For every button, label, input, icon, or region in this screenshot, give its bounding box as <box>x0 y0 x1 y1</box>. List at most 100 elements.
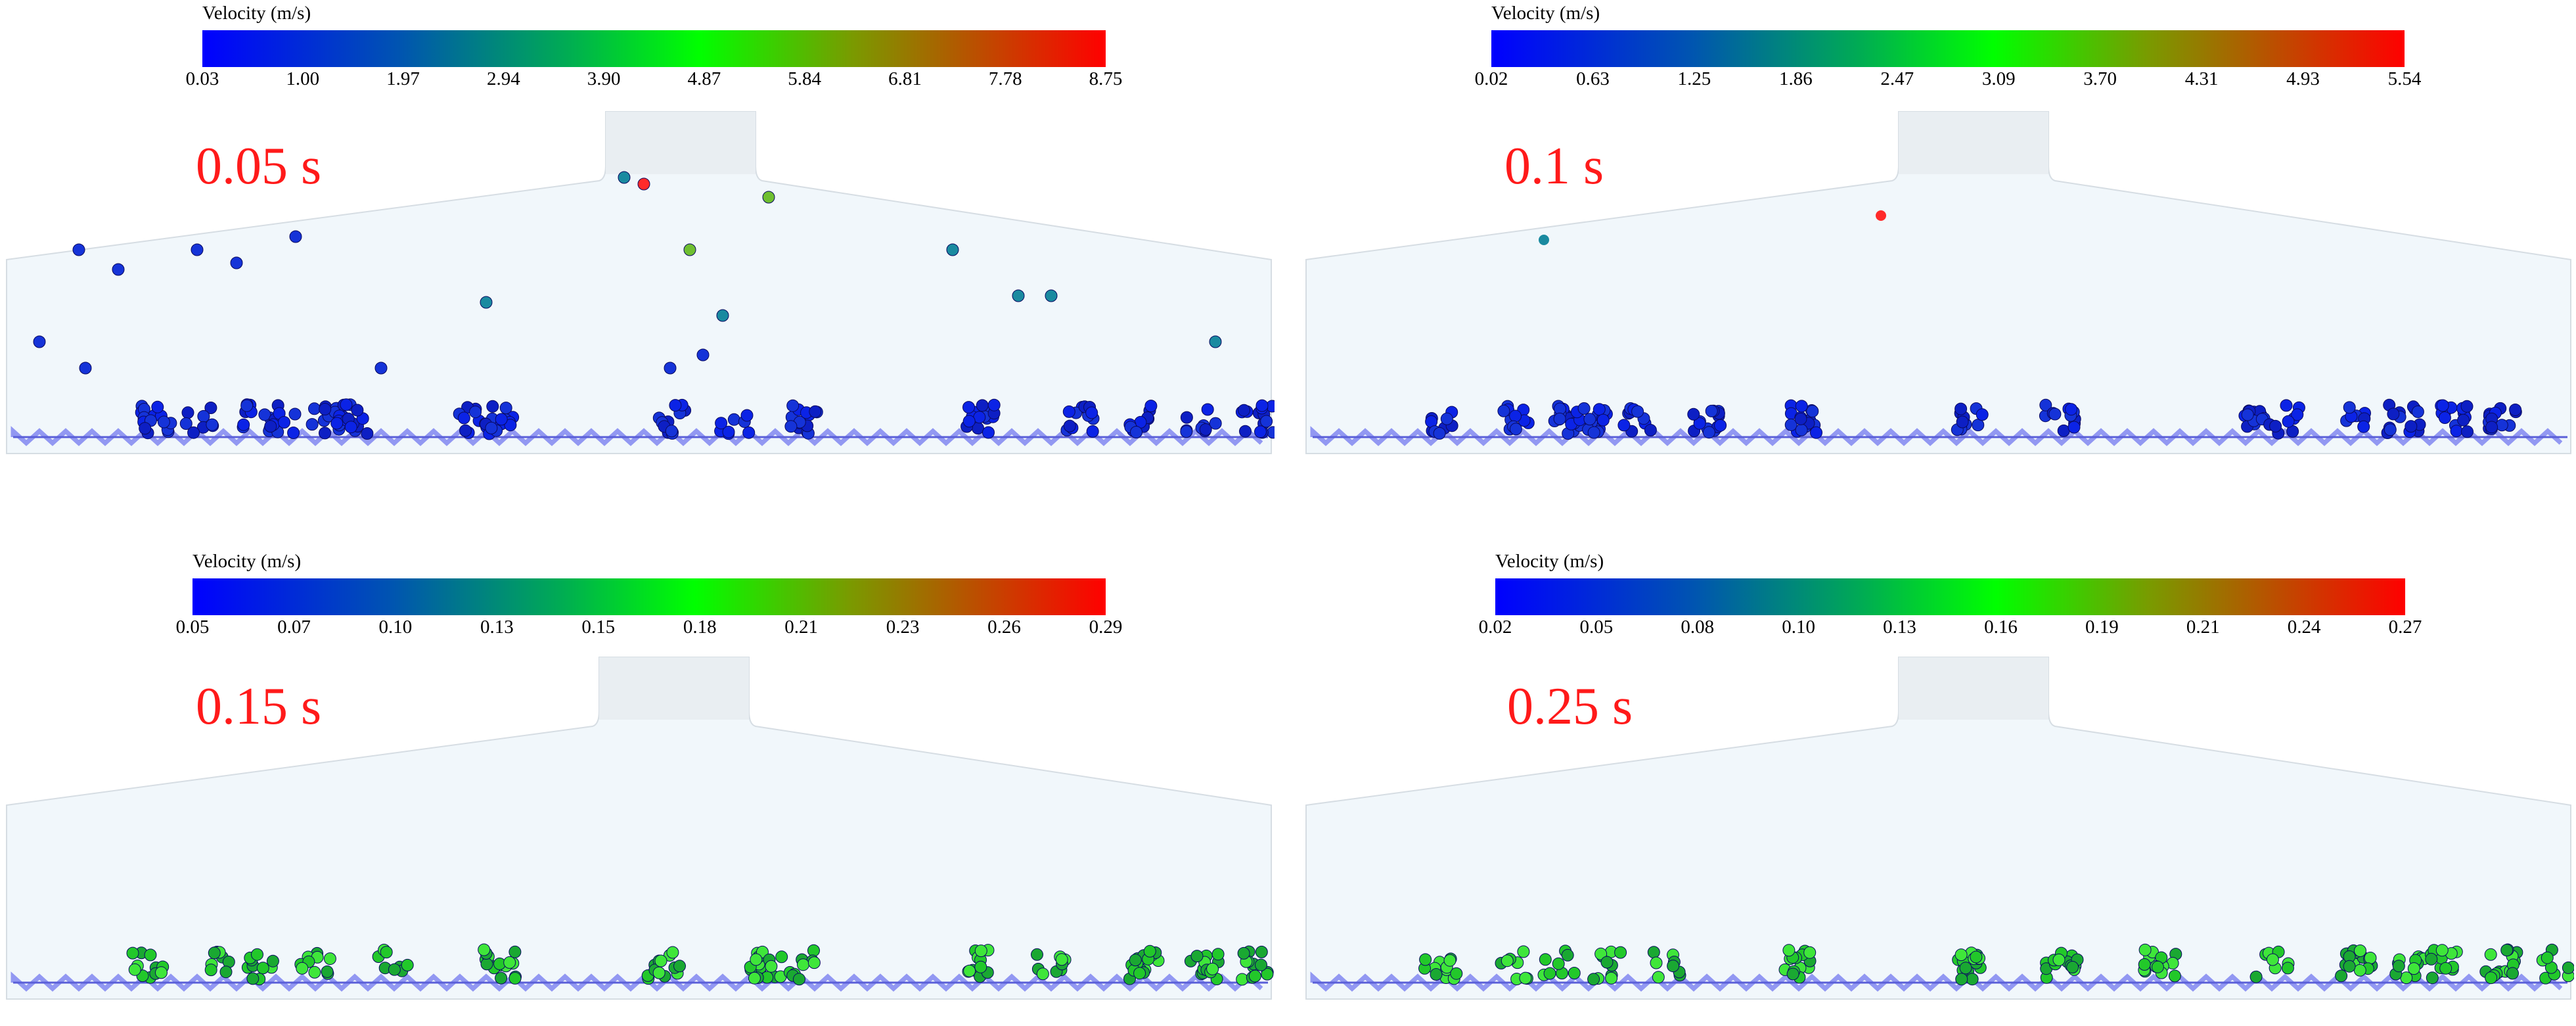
particle <box>264 420 277 433</box>
particle <box>2392 960 2405 973</box>
particle <box>1419 953 1432 966</box>
particle-cluster <box>1617 402 1657 438</box>
colorbar-tick: 0.07 <box>277 617 311 638</box>
colorbar-tick: 0.18 <box>683 617 717 638</box>
particle <box>1794 412 1807 425</box>
particle <box>1539 953 1552 966</box>
particle <box>673 960 686 973</box>
particle <box>181 406 194 419</box>
colorbar-tick: 0.13 <box>1883 617 1916 638</box>
particle <box>987 398 1001 411</box>
time-label: 0.1 s <box>1504 137 1604 195</box>
particle-cluster <box>1778 944 1817 984</box>
particle <box>2562 961 2574 974</box>
particle <box>1693 417 1706 430</box>
particle <box>288 408 302 421</box>
colorbar-tick: 3.90 <box>587 68 621 89</box>
particle-cluster <box>2138 943 2182 983</box>
particle <box>256 962 269 975</box>
particle <box>1180 411 1193 424</box>
colorbar-tick: 0.05 <box>1579 617 1614 638</box>
particle-cluster <box>1495 945 1533 985</box>
particle <box>715 417 728 430</box>
particle <box>665 425 678 438</box>
particle <box>809 405 822 418</box>
colorbar-tick: 0.23 <box>886 617 920 638</box>
floating-particle <box>696 348 710 361</box>
particle <box>179 417 192 430</box>
panel-0-15s: Velocity (m/s) 0.05 0.07 0.10 0.13 0.15 0.18 0… <box>0 513 1275 1025</box>
particle <box>784 420 798 433</box>
floating-particle <box>1876 210 1886 221</box>
colorbar-tick: 3.09 <box>1981 68 2016 89</box>
particle <box>1261 968 1274 981</box>
panel-0-25s: Velocity (m/s) 0.02 0.05 0.08 0.10 0.13 0.16 0… <box>1299 513 2574 1025</box>
colorbar-tick: 0.10 <box>1782 617 1816 638</box>
particle <box>1587 973 1600 986</box>
channel-scene <box>6 657 1274 1000</box>
channel-scene <box>6 111 1275 454</box>
particle <box>2495 419 2508 432</box>
particle <box>305 418 319 431</box>
particle <box>495 971 508 985</box>
particle <box>1795 423 1808 436</box>
particle <box>1955 948 1968 962</box>
time-label: 0.05 s <box>196 137 322 195</box>
particle-cluster <box>204 946 235 979</box>
colorbar-tick: 0.21 <box>784 617 819 638</box>
floating-particle <box>191 243 204 256</box>
particle <box>308 402 321 415</box>
particle-cluster <box>1418 952 1463 985</box>
particle <box>2249 970 2263 983</box>
particle <box>1130 426 1142 438</box>
particle-cluster <box>1952 946 1987 986</box>
particle <box>2065 403 2078 416</box>
particle <box>1430 968 1443 981</box>
particle <box>2411 406 2424 418</box>
particle <box>401 958 414 971</box>
particle <box>1593 403 1606 416</box>
particle <box>775 950 788 964</box>
particle <box>2509 404 2522 416</box>
particle-cluster <box>2479 943 2523 985</box>
particle <box>2138 958 2151 971</box>
particle-cluster <box>478 943 522 985</box>
particle <box>1605 971 1618 985</box>
particle <box>654 954 667 968</box>
floating-particle <box>112 263 125 276</box>
particle <box>155 966 168 979</box>
particle-cluster <box>960 398 1001 439</box>
colorbar-tick: 3.70 <box>2083 68 2117 89</box>
particle <box>1583 413 1596 426</box>
particle <box>722 425 735 438</box>
colorbar <box>192 578 1106 615</box>
particle <box>1596 413 1610 427</box>
colorbar-tick: 0.15 <box>581 617 616 638</box>
particle-cluster <box>1425 406 1458 440</box>
particle <box>240 399 254 412</box>
particle <box>459 424 472 437</box>
fiber-filter <box>1310 971 2563 992</box>
particle <box>1956 415 1969 429</box>
colorbar-tick: 1.86 <box>1778 68 1813 89</box>
particle-cluster <box>126 946 169 984</box>
particle <box>740 409 754 422</box>
particle <box>2541 951 2554 964</box>
particle <box>237 418 250 431</box>
particle <box>1617 419 1631 432</box>
particle <box>2438 411 2451 424</box>
particle-cluster <box>372 943 414 977</box>
particle <box>1614 946 1627 959</box>
floating-particle <box>618 171 631 184</box>
particle <box>2168 969 2181 983</box>
particle-cluster <box>1060 400 1100 438</box>
particle <box>2450 425 2463 438</box>
particle-cluster <box>1784 399 1822 439</box>
fiber-filter <box>1310 426 2563 446</box>
particle-cluster <box>1123 944 1165 985</box>
particle <box>807 956 821 969</box>
particle <box>319 403 332 415</box>
particle <box>2066 961 2079 973</box>
particle <box>2052 953 2066 966</box>
colorbar-tick: 1.97 <box>386 68 420 89</box>
